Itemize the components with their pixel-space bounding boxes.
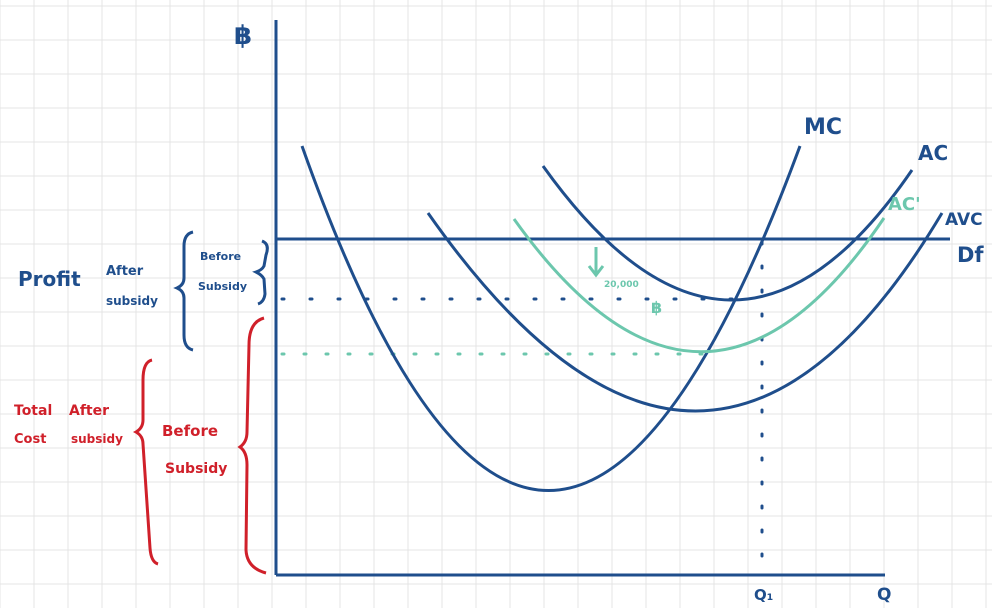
after-label: After <box>106 264 144 279</box>
subsidy-red-label: subsidy <box>71 432 123 446</box>
profit-before-bracket <box>252 239 269 306</box>
df-label: Df <box>957 243 984 267</box>
ac-label: AC <box>918 141 948 165</box>
subsidy-red2-label: Subsidy <box>165 461 227 477</box>
cost-label: Cost <box>14 432 46 447</box>
subsidy-amount-label: 20,000 <box>604 280 639 290</box>
q1-label: Q₁ <box>754 586 773 604</box>
subsidy-unit-label: ฿ <box>651 298 662 317</box>
avc-label: AVC <box>945 210 983 230</box>
ac-curve <box>541 165 914 302</box>
total-after-bracket <box>132 358 159 566</box>
avc-curve <box>426 212 944 413</box>
x-axis-label: Q <box>877 585 891 605</box>
ac-prime-label: AC' <box>888 194 921 215</box>
mc-label: MC <box>804 115 842 140</box>
before-label: Before <box>200 250 241 263</box>
before-red-label: Before <box>162 422 218 440</box>
profit-label: Profit <box>18 267 81 291</box>
y-axis-label: ฿ <box>234 21 252 51</box>
subsidy-label: subsidy <box>106 294 158 308</box>
after-red-label: After <box>69 403 109 419</box>
subsidy-cap-label: Subsidy <box>198 280 247 293</box>
mc-curve <box>300 145 802 492</box>
ac-prime-curve <box>512 217 886 354</box>
profit-after-bracket <box>173 230 194 352</box>
total-before-bracket <box>237 316 267 575</box>
total-label: Total <box>14 403 52 419</box>
down-arrow-icon <box>587 247 605 278</box>
